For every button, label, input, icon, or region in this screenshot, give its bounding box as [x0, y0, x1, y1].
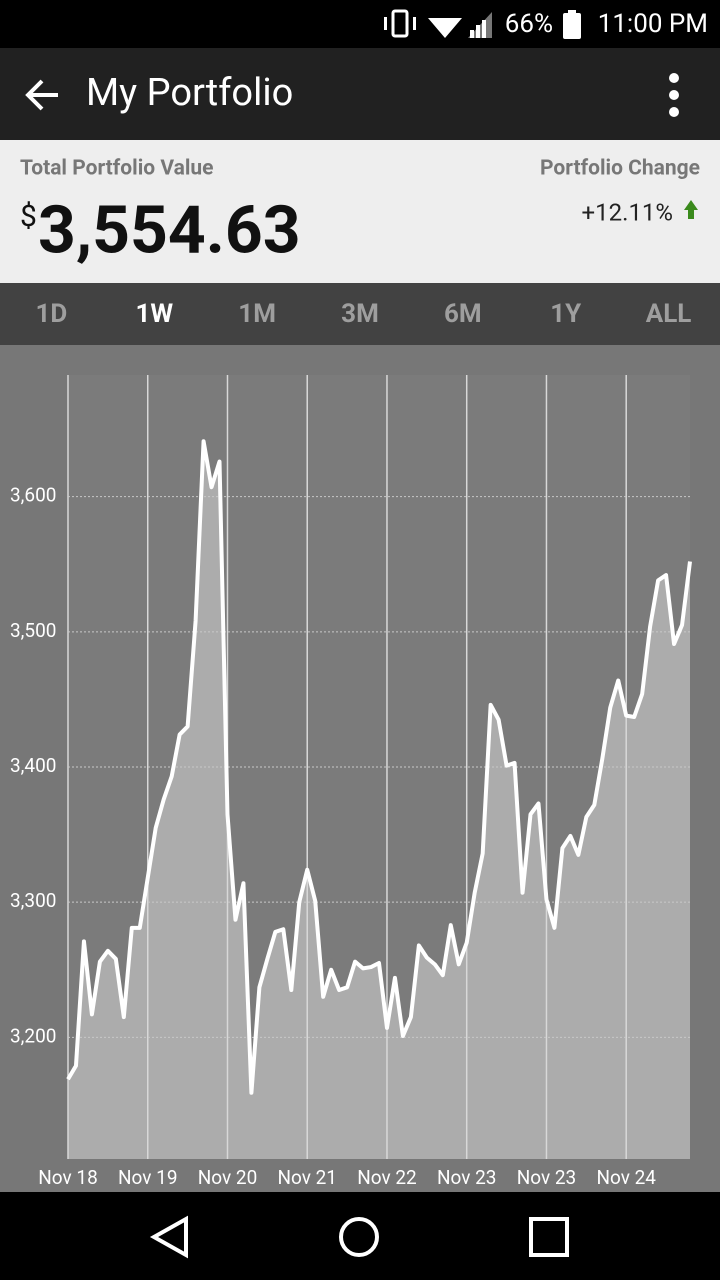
- x-tick-label: Nov 23: [437, 1166, 497, 1189]
- change-label: Portfolio Change: [540, 157, 700, 181]
- value-label: Total Portfolio Value: [20, 157, 213, 181]
- summary-panel: [0, 140, 720, 283]
- clock: 11:00 PM: [598, 9, 708, 39]
- x-tick-label: Nov 21: [277, 1166, 337, 1189]
- portfolio-value: 3,554.63: [38, 192, 301, 269]
- x-tick-label: Nov 23: [517, 1166, 577, 1189]
- range-tab[interactable]: ALL: [646, 299, 692, 329]
- range-tab[interactable]: 3M: [341, 299, 379, 329]
- status-bar: [0, 0, 720, 48]
- app-bar: [0, 48, 720, 140]
- y-tick-label: 3,400: [10, 754, 56, 777]
- battery-level: 66%: [505, 9, 553, 39]
- range-tab[interactable]: 1D: [36, 299, 68, 329]
- x-tick-label: Nov 18: [38, 1166, 98, 1189]
- range-tab[interactable]: 1Y: [550, 299, 582, 329]
- chart: Nov 18 Nov 19 Nov 20 Nov 21 Nov 22 Nov 23 Nov …: [10, 375, 692, 1189]
- range-tab[interactable]: 1W: [135, 299, 173, 329]
- status-icons: [384, 9, 581, 39]
- nav-home[interactable]: [339, 1217, 379, 1257]
- range-tabs: [0, 283, 720, 345]
- y-tick-label: 3,200: [10, 1024, 56, 1047]
- y-tick-label: 3,300: [10, 889, 56, 912]
- tab-group: 1D 1W 1M 3M 6M 1Y ALL: [36, 299, 692, 329]
- portfolio-change: +12.11%: [582, 198, 673, 226]
- x-tick-label: Nov 24: [596, 1166, 656, 1189]
- price-line: [66, 439, 692, 1095]
- nav-bar: [0, 1192, 720, 1280]
- x-tick-label: Nov 19: [118, 1166, 178, 1189]
- up-arrow: [684, 200, 698, 219]
- area-fill: [68, 441, 690, 1159]
- range-tab[interactable]: 1M: [238, 299, 276, 329]
- range-tab[interactable]: 6M: [444, 299, 482, 329]
- overflow-menu[interactable]: [669, 73, 679, 117]
- nav-recents[interactable]: [529, 1217, 569, 1257]
- app-title: My Portfolio: [86, 71, 293, 115]
- y-tick-label: 3,500: [10, 619, 56, 642]
- y-tick-label: 3,600: [10, 484, 56, 507]
- x-tick-label: Nov 20: [198, 1166, 258, 1189]
- nav-back[interactable]: [149, 1215, 188, 1259]
- currency-symbol: $: [20, 199, 37, 234]
- x-tick-label: Nov 22: [357, 1166, 417, 1189]
- back-button[interactable]: [25, 79, 58, 111]
